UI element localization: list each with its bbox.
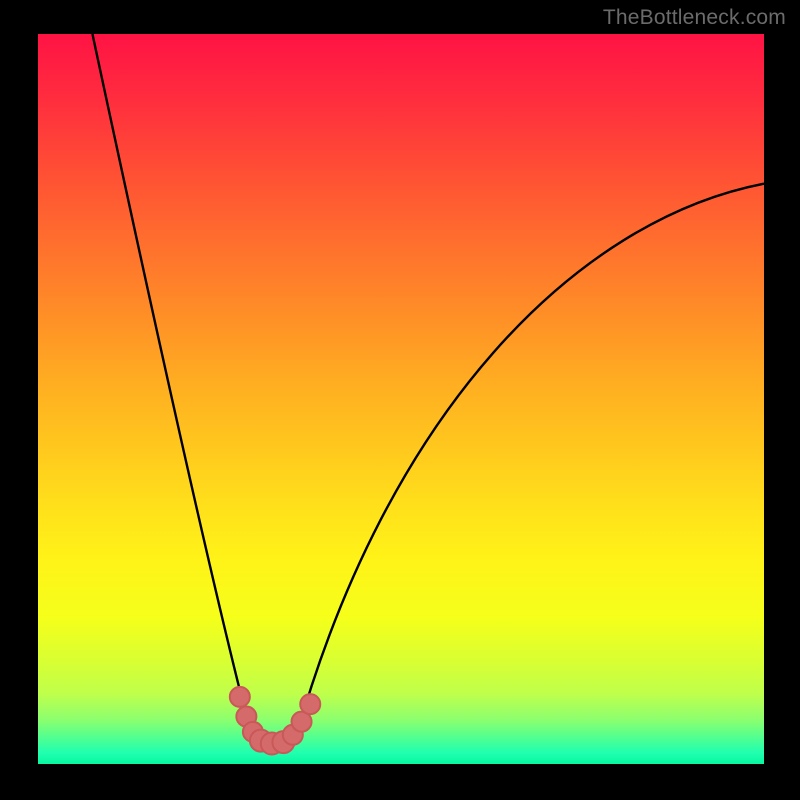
chart-svg <box>38 34 764 764</box>
watermark-text: TheBottleneck.com <box>603 6 786 30</box>
curve-marker <box>300 694 320 714</box>
curve-marker <box>230 687 250 707</box>
plot-area <box>38 34 764 764</box>
gradient-background <box>38 34 764 764</box>
